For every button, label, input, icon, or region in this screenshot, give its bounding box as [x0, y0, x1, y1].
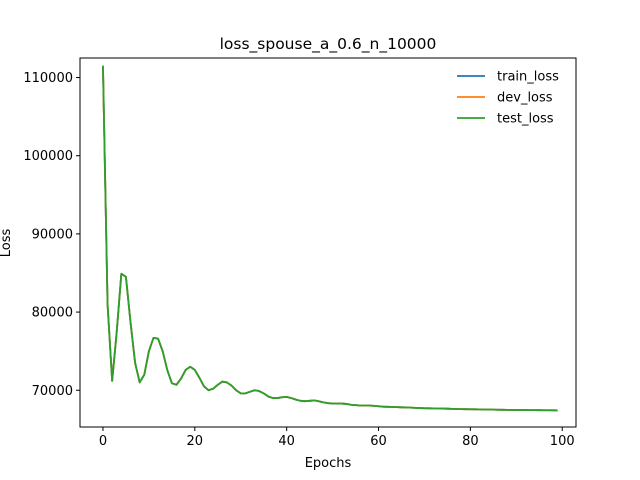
y-tick-label: 100000 — [23, 149, 73, 164]
y-tick-label: 80000 — [32, 306, 73, 321]
x-tick-label: 60 — [370, 434, 387, 449]
series-line-test-loss — [102, 65, 558, 412]
x-tick-label: 100 — [550, 434, 575, 449]
chart-title: loss_spouse_a_0.6_n_10000 — [220, 35, 437, 54]
y-tick-label: 90000 — [32, 227, 73, 242]
legend-label: train_loss — [497, 70, 559, 85]
x-tick-label: 80 — [462, 434, 479, 449]
y-tick-label: 70000 — [32, 384, 73, 399]
x-axis-label: Epochs — [305, 456, 352, 471]
legend-label: test_loss — [497, 112, 554, 127]
series-lines — [102, 65, 558, 412]
x-axis-ticks: 0 20 40 60 80 100 — [99, 427, 575, 449]
y-tick-label: 110000 — [23, 71, 73, 86]
x-tick-label: 40 — [278, 434, 295, 449]
legend: train_loss dev_loss test_loss — [457, 70, 559, 127]
legend-label: dev_loss — [497, 91, 553, 106]
plot-frame — [79, 57, 577, 428]
y-axis-label: Loss — [0, 229, 14, 258]
x-tick-label: 0 — [99, 434, 107, 449]
x-tick-label: 20 — [187, 434, 204, 449]
y-axis-ticks: 70000 80000 90000 100000 110000 — [23, 71, 80, 399]
